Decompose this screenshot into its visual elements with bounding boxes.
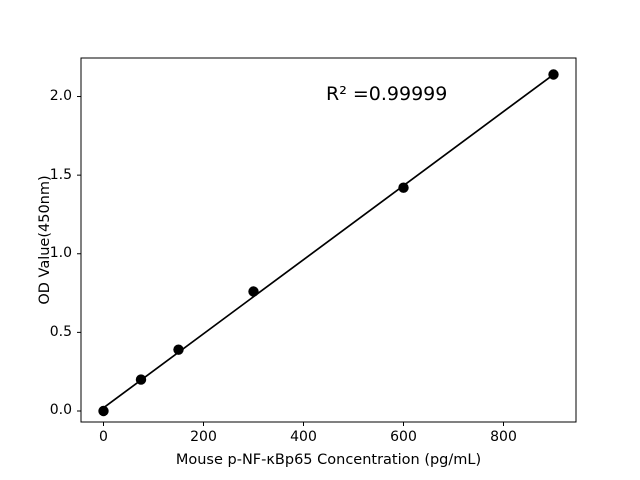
plot-area: [77, 57, 577, 426]
data-point: [135, 374, 147, 385]
x-axis-label: Mouse p-NF-κBp65 Concentration (pg/mL): [175, 452, 482, 468]
y-tick-label: 1.5: [49, 166, 72, 183]
y-tick-label: 1.0: [49, 245, 72, 262]
data-point: [398, 182, 409, 193]
r-squared-annotation: R² =0.99999: [326, 83, 448, 105]
x-tick-label: 800: [490, 429, 517, 445]
data-point: [548, 69, 559, 80]
y-tick-label: 0.5: [49, 323, 72, 340]
data-point: [248, 286, 259, 297]
x-tick-label: 0: [99, 429, 108, 445]
x-tick-label: 400: [290, 429, 317, 445]
x-tick-label: 600: [390, 429, 417, 445]
axes-frame: [80, 57, 577, 423]
fit-line: [102, 73, 555, 409]
data-point: [173, 344, 184, 355]
y-tick-label: 0.0: [49, 402, 72, 419]
y-axis-label: OD Value(450nm): [37, 175, 53, 305]
y-tick-label: 2.0: [49, 88, 72, 105]
data-point: [98, 405, 109, 417]
x-tick-label: 200: [190, 429, 217, 445]
